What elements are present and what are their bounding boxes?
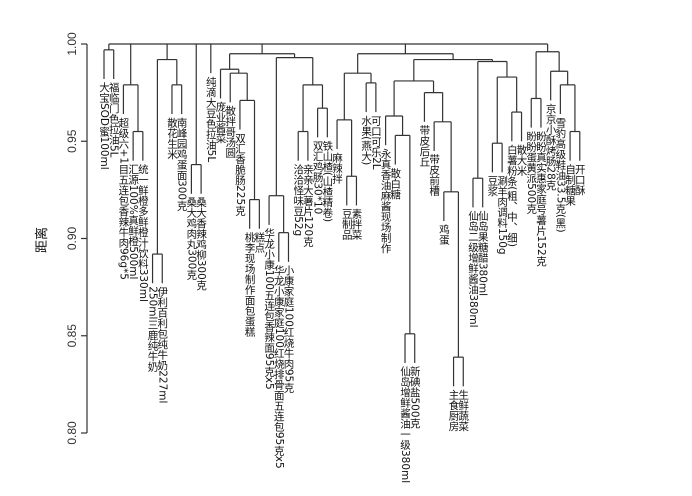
leaf-label: 洽洽怪味豆52g [292, 163, 304, 236]
leaf-label: 统一鲜橙多鲜橙汁饮料330ml [137, 163, 149, 302]
leaf-label: 南峰园鸡蛋面300克 [176, 116, 188, 211]
leaf-label: 仙岛果糖醋380ml [477, 210, 489, 296]
leaf-label: 桃李现场制作面包蛋糕 [244, 231, 256, 338]
leaf-label: 水果(燕大) [360, 115, 372, 165]
y-axis: 0.80 0.85 0.90 0.95 1.00 [65, 32, 88, 445]
leaf-label: 涮羊肉调料150g [496, 175, 508, 254]
leaf-label: 京京小酥烤肠28克 [545, 103, 557, 191]
leaf-label: 带皮前槽 [428, 154, 440, 197]
y-tick-label: 0.85 [65, 324, 79, 348]
leaf-label: 大宝SOD蜜100ml [98, 81, 110, 169]
leaf-label: 自制糖果 [564, 163, 576, 207]
leaf-label: 伊利百利包纯牛奶227ml [156, 286, 168, 403]
leaf-label: 仙岛二级增鲜酱油380ml [467, 210, 479, 328]
leaf-label: 散拌哥汤圆 [224, 105, 236, 159]
leaf-label: 超级六+1目五连包香辣牛肉96g*5 [117, 116, 129, 280]
leaf-label: 散白糖 [389, 167, 401, 200]
leaf-label: 新碘盐500克 [409, 365, 421, 429]
leaf-label: 双汇鸡肠30*10 [312, 140, 324, 214]
leaf-label: 250ml三鹿纯牛奶 [147, 286, 159, 372]
leaf-label: 纯滴大豆色拉油5L [205, 75, 217, 162]
leaf-label: 庞业酱菜 [215, 101, 227, 144]
leaf-label: 小康家庭100红烧牛肉95克 [282, 265, 294, 394]
y-tick-label: 0.95 [65, 129, 79, 153]
y-tick-label: 1.00 [65, 32, 79, 56]
leaf-label: 白薯粉条(粗、中、细) [506, 143, 518, 246]
leaf-label: 素拌菜 [350, 208, 362, 241]
y-axis-title: 距离 [34, 227, 50, 253]
leaf-label: 华龙小康100五连包香辣面95克x5 [263, 227, 275, 390]
leaf-label: 开口酥 [574, 164, 586, 196]
leaf-label: 散大米 [516, 143, 528, 176]
leaf-label: 永真香油麻酱现场制作 [380, 147, 392, 253]
leaf-label: 桑大鸡肉丸300克 [185, 197, 197, 281]
leaf-label: 双汇香脆肠225克 [234, 133, 246, 217]
leaf-label: 福临门色拉油5L [108, 81, 120, 157]
leaf-label: 桑大香辣鸡柳300克 [195, 197, 207, 291]
leaf-label: 华龙小康家庭100红烧排骨面五连包95克x5 [273, 264, 285, 469]
leaf-label: 可口可乐2L [370, 115, 382, 170]
leaf-label: 糕点 [253, 231, 265, 254]
leaf-label: 亲亲大薯片120克 [302, 163, 314, 248]
leaf-label: 铁山楂(山楂精卷) [321, 140, 333, 222]
leaf-label: 汇源100%真鲜橙500ml [127, 163, 139, 279]
leaf-label: 豆浆 [486, 175, 498, 196]
y-tick-label: 0.90 [65, 226, 79, 250]
dendrogram-branches [103, 43, 581, 387]
leaf-labels: 大宝SOD蜜100ml福临门色拉油5L超级六+1目五连包香辣牛肉96g*5汇源1… [98, 75, 586, 483]
leaf-label: 盼盼蛋黄派500克 [525, 130, 537, 215]
leaf-label: 散花生米 [166, 116, 178, 159]
leaf-label: 盼盼真实惠家庭号薯片152克 [535, 130, 547, 267]
leaf-label: 仙岛增鲜酱油一级380ml [399, 365, 411, 483]
leaf-label: 鸡蛋 [438, 223, 450, 246]
leaf-label: 带皮后丘 [418, 125, 430, 167]
leaf-label: 主食厨房 [448, 389, 460, 432]
leaf-label: 麻辣拌 [331, 151, 343, 183]
leaf-label: 生鲜蔬菜 [457, 389, 469, 433]
leaf-label: 豆制品 [341, 208, 353, 240]
y-tick-label: 0.80 [65, 421, 79, 445]
leaf-label: 雪豹高级鞋油33.5克(黑) [554, 117, 566, 233]
